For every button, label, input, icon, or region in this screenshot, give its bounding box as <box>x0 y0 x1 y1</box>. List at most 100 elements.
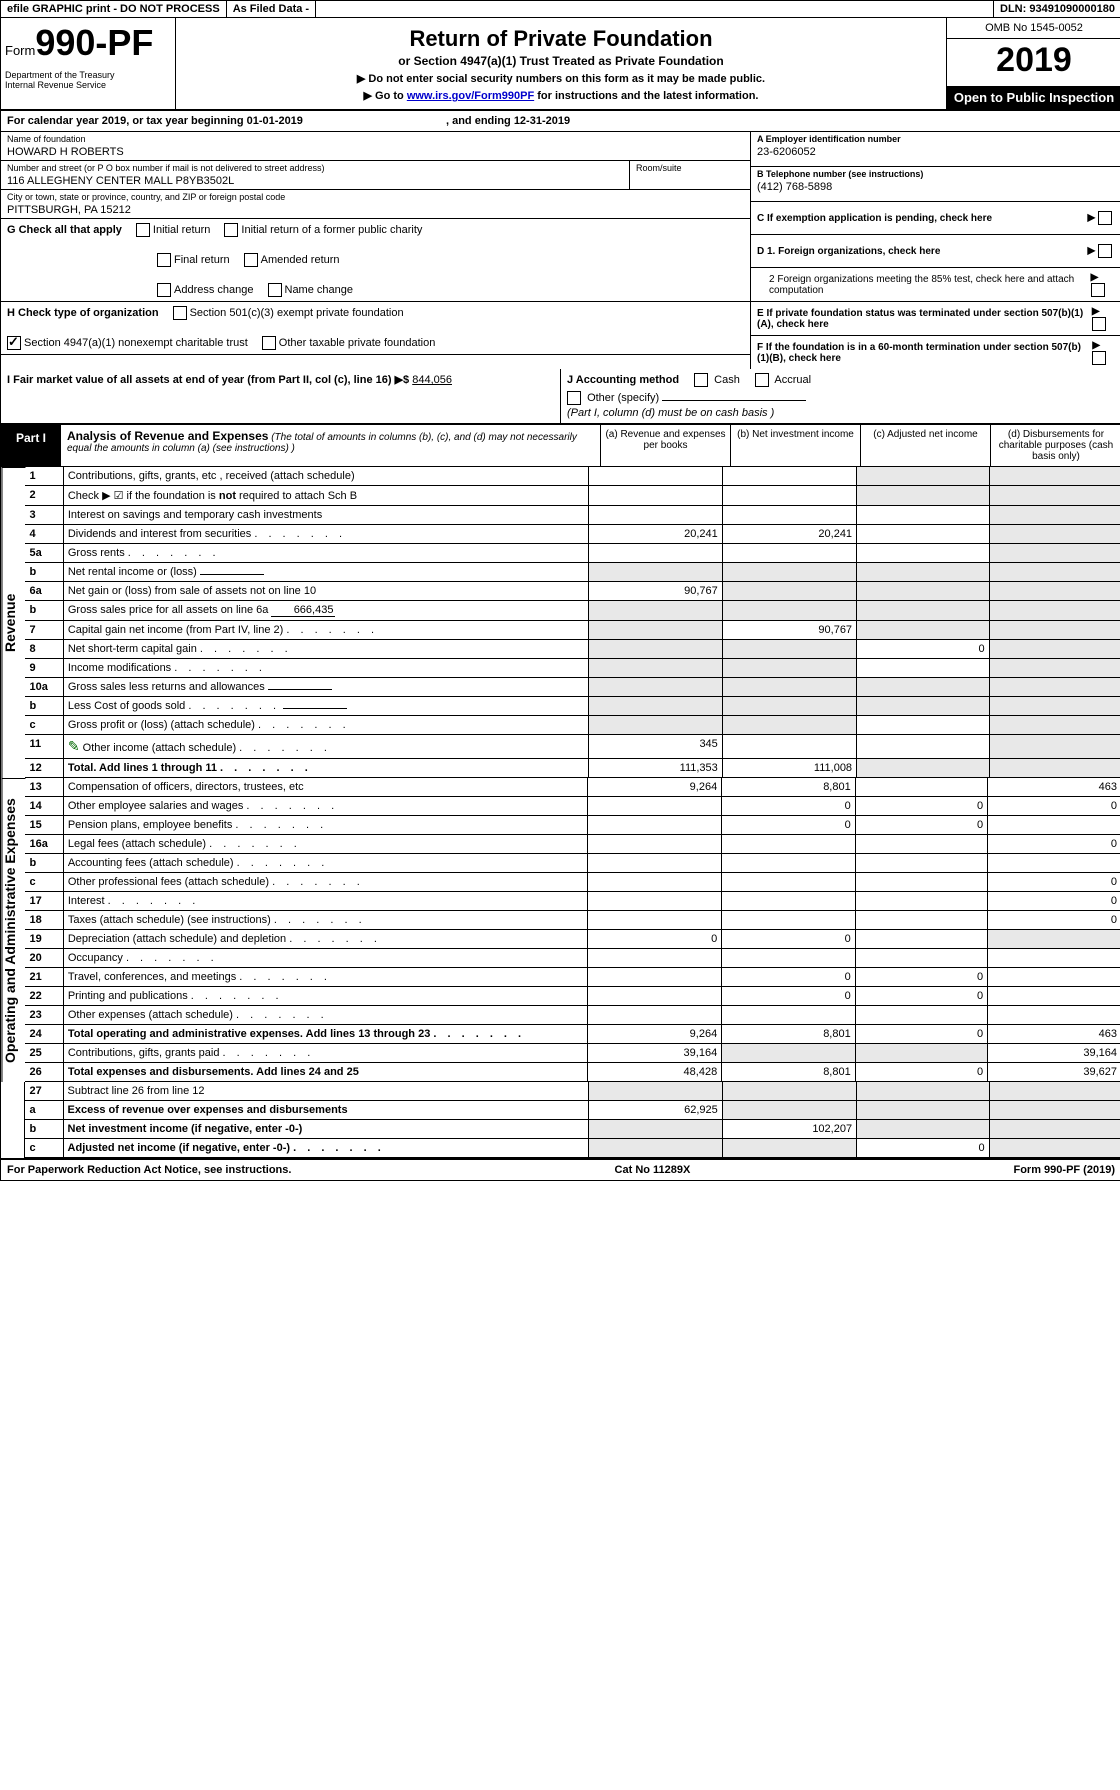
line-desc: Excess of revenue over expenses and disb… <box>63 1101 588 1120</box>
col-c <box>855 778 987 797</box>
d1-check[interactable]: ▶ <box>1088 244 1115 258</box>
table-row: cAdjusted net income (if negative, enter… <box>25 1139 1120 1158</box>
col-d: 463 <box>988 778 1120 797</box>
j-cash[interactable]: Cash <box>694 374 740 386</box>
col-a <box>588 1006 722 1025</box>
col-c <box>857 506 990 525</box>
line-desc: Interest on savings and temporary cash i… <box>63 506 588 525</box>
col-d <box>989 563 1120 582</box>
col-c <box>855 873 987 892</box>
col-a <box>588 601 722 621</box>
table-row: 7Capital gain net income (from Part IV, … <box>25 621 1120 640</box>
a-row: A Employer identification number 23-6206… <box>751 132 1120 167</box>
part1-desc: Analysis of Revenue and Expenses (The to… <box>61 425 601 466</box>
table-row: bLess Cost of goods sold . . . . . . . <box>25 697 1120 716</box>
cal-begin: For calendar year 2019, or tax year begi… <box>7 115 303 127</box>
room-cell: Room/suite <box>630 161 750 189</box>
g-opt-3[interactable]: Amended return <box>244 253 340 267</box>
col-b <box>722 697 856 716</box>
col-a <box>588 659 722 678</box>
line-desc: Net rental income or (loss) <box>63 563 588 582</box>
col-c: 0 <box>855 816 987 835</box>
col-c <box>857 1101 990 1120</box>
j-accrual[interactable]: Accrual <box>755 374 811 386</box>
j-other[interactable]: Other (specify) <box>567 391 1115 405</box>
col-a: 9,264 <box>588 1025 722 1044</box>
line-number: b <box>25 563 63 582</box>
g-opt-0[interactable]: Initial return <box>136 223 210 237</box>
a-label: A Employer identification number <box>757 134 1115 144</box>
line-number: b <box>25 697 63 716</box>
h-label: H Check type of organization <box>7 307 159 319</box>
line-number: 12 <box>25 759 63 778</box>
f-check[interactable]: ▶ <box>1092 340 1115 365</box>
h-opt-3[interactable]: Other taxable private foundation <box>262 336 436 350</box>
col-d: 0 <box>988 911 1120 930</box>
c-check[interactable]: ▶ <box>1088 211 1115 225</box>
line-number: 10a <box>25 678 63 697</box>
table-row: 15Pension plans, employee benefits . . .… <box>25 816 1120 835</box>
line-number: 1 <box>25 467 63 486</box>
line-number: 19 <box>25 930 63 949</box>
col-b <box>722 1101 856 1120</box>
b-row: B Telephone number (see instructions) (4… <box>751 167 1120 202</box>
col-c <box>857 525 990 544</box>
addr-cell: Number and street (or P O box number if … <box>1 161 630 189</box>
table-row: 27Subtract line 26 from line 12 <box>25 1082 1120 1101</box>
fmv-value: 844,056 <box>412 374 452 386</box>
col-b <box>722 640 856 659</box>
tax-year: 2019 <box>947 39 1120 86</box>
col-a: 345 <box>588 735 722 759</box>
line-desc: Capital gain net income (from Part IV, l… <box>63 621 588 640</box>
line-desc: Less Cost of goods sold . . . . . . . <box>63 697 588 716</box>
col-c <box>857 563 990 582</box>
col-d <box>988 987 1120 1006</box>
table-row: 8Net short-term capital gain . . . . . .… <box>25 640 1120 659</box>
line-number: 5a <box>25 544 63 563</box>
g-opt-1[interactable]: Initial return of a former public charit… <box>224 223 422 237</box>
line-desc: Travel, conferences, and meetings . . . … <box>63 968 588 987</box>
col-a <box>588 716 722 735</box>
g-opt-4[interactable]: Address change <box>157 283 254 297</box>
table-row: 21Travel, conferences, and meetings . . … <box>25 968 1120 987</box>
g-opt-5[interactable]: Name change <box>268 283 354 297</box>
line-desc: Gross sales price for all assets on line… <box>63 601 588 621</box>
line-desc: Net investment income (if negative, ente… <box>63 1120 588 1139</box>
expenses-side-label: Operating and Administrative Expenses <box>1 778 25 1082</box>
col-d: 463 <box>988 1025 1120 1044</box>
d2-label: 2 Foreign organizations meeting the 85% … <box>757 274 1091 296</box>
line-desc: Contributions, gifts, grants paid . . . … <box>63 1044 588 1063</box>
e-check[interactable]: ▶ <box>1092 306 1115 331</box>
line-number: c <box>25 716 63 735</box>
line-desc: Gross rents . . . . . . . <box>63 544 588 563</box>
d2-check[interactable]: ▶ <box>1091 272 1115 297</box>
col-d <box>989 759 1120 778</box>
col-c <box>857 678 990 697</box>
col-c: 0 <box>855 1063 987 1082</box>
irs-link[interactable]: www.irs.gov/Form990PF <box>407 90 534 102</box>
table-row: 2Check ▶ ☑ if the foundation is not requ… <box>25 486 1120 506</box>
table-row: 10aGross sales less returns and allowanc… <box>25 678 1120 697</box>
net-section: 27Subtract line 26 from line 12aExcess o… <box>1 1082 1120 1160</box>
table-row: 26Total expenses and disbursements. Add … <box>25 1063 1120 1082</box>
h-opt-1[interactable]: Section 501(c)(3) exempt private foundat… <box>173 306 404 320</box>
col-b-head: (b) Net investment income <box>731 425 861 466</box>
col-c <box>857 759 990 778</box>
line-desc: Adjusted net income (if negative, enter … <box>63 1139 588 1158</box>
line-desc: Net short-term capital gain . . . . . . … <box>63 640 588 659</box>
instr2-pre: ▶ Go to <box>364 90 407 102</box>
col-d-head: (d) Disbursements for charitable purpose… <box>991 425 1120 466</box>
h-opt-2[interactable]: Section 4947(a)(1) nonexempt charitable … <box>7 336 248 350</box>
line-number: 9 <box>25 659 63 678</box>
col-b <box>722 1044 856 1063</box>
header-center: Return of Private Foundation or Section … <box>176 18 946 109</box>
g-opt-2[interactable]: Final return <box>157 253 230 267</box>
col-b <box>722 678 856 697</box>
col-c <box>857 716 990 735</box>
line-number: c <box>25 873 63 892</box>
col-b <box>722 873 856 892</box>
col-b <box>722 854 856 873</box>
table-row: 3Interest on savings and temporary cash … <box>25 506 1120 525</box>
col-d <box>989 716 1120 735</box>
table-row: 1Contributions, gifts, grants, etc , rec… <box>25 467 1120 486</box>
